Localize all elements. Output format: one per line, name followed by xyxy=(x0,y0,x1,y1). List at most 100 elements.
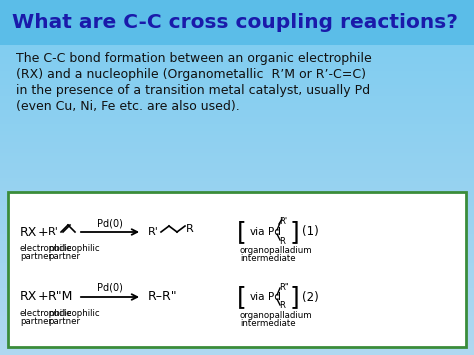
Text: R: R xyxy=(279,236,285,246)
Bar xyxy=(0,4,474,7)
Bar xyxy=(0,323,474,327)
Bar xyxy=(0,96,474,99)
Bar xyxy=(0,320,474,323)
Bar xyxy=(0,241,474,245)
Bar xyxy=(0,351,474,355)
Text: intermediate: intermediate xyxy=(240,319,296,328)
Bar xyxy=(0,71,474,75)
Bar xyxy=(0,266,474,270)
Bar xyxy=(0,92,474,96)
Bar xyxy=(0,256,474,259)
Bar xyxy=(0,110,474,114)
Bar xyxy=(0,199,474,202)
Bar xyxy=(0,245,474,248)
Bar xyxy=(0,82,474,85)
Bar xyxy=(0,309,474,312)
Bar xyxy=(0,209,474,213)
Bar xyxy=(0,117,474,121)
Bar xyxy=(0,21,474,25)
Bar xyxy=(0,60,474,64)
Text: partner: partner xyxy=(20,252,52,261)
Bar xyxy=(0,302,474,305)
Bar xyxy=(0,160,474,163)
Bar xyxy=(0,252,474,256)
Bar xyxy=(0,25,474,28)
Text: R: R xyxy=(186,224,194,234)
Bar xyxy=(0,124,474,128)
Bar xyxy=(0,114,474,117)
Bar xyxy=(0,0,474,45)
Bar xyxy=(0,178,474,181)
Text: Pd: Pd xyxy=(268,227,281,237)
Bar xyxy=(0,14,474,18)
Bar xyxy=(0,298,474,302)
Bar xyxy=(0,288,474,291)
Text: R: R xyxy=(279,301,285,311)
Text: What are C-C cross coupling reactions?: What are C-C cross coupling reactions? xyxy=(12,12,458,32)
Bar xyxy=(0,53,474,57)
Bar xyxy=(0,312,474,316)
Bar xyxy=(0,7,474,11)
Bar xyxy=(0,57,474,60)
Bar xyxy=(0,106,474,110)
Text: (even Cu, Ni, Fe etc. are also used).: (even Cu, Ni, Fe etc. are also used). xyxy=(8,100,240,113)
Bar xyxy=(0,220,474,224)
Bar xyxy=(0,131,474,135)
Text: partner: partner xyxy=(48,317,80,326)
Text: nucleophilic: nucleophilic xyxy=(48,244,100,253)
Bar xyxy=(0,185,474,188)
Bar xyxy=(0,89,474,92)
Bar xyxy=(0,146,474,149)
Bar xyxy=(0,181,474,185)
Text: electrophilic: electrophilic xyxy=(20,309,73,318)
Bar xyxy=(0,167,474,170)
Bar xyxy=(0,142,474,146)
Bar xyxy=(0,188,474,192)
Bar xyxy=(0,327,474,330)
Bar xyxy=(0,277,474,280)
Bar xyxy=(0,36,474,39)
Text: Pd(0): Pd(0) xyxy=(97,218,123,228)
Bar xyxy=(0,174,474,178)
Text: R–R": R–R" xyxy=(148,290,178,304)
Text: (RX) and a nucleophile (Organometallic  R’M or R’-C=C): (RX) and a nucleophile (Organometallic R… xyxy=(8,68,366,81)
Text: organopalladium: organopalladium xyxy=(240,246,313,255)
Bar xyxy=(0,39,474,43)
Bar xyxy=(0,64,474,67)
Bar xyxy=(0,67,474,71)
Text: R": R" xyxy=(279,283,289,291)
Text: nucleophilic: nucleophilic xyxy=(48,309,100,318)
Bar xyxy=(0,32,474,36)
Bar xyxy=(0,43,474,46)
Bar xyxy=(0,170,474,174)
Text: intermediate: intermediate xyxy=(240,254,296,263)
Bar xyxy=(8,192,466,347)
Text: partner: partner xyxy=(48,252,80,261)
Text: R"M: R"M xyxy=(48,290,73,304)
Bar xyxy=(0,248,474,252)
Bar xyxy=(0,305,474,309)
Bar xyxy=(0,192,474,195)
Text: Pd(0): Pd(0) xyxy=(97,283,123,293)
Bar xyxy=(0,217,474,220)
Bar xyxy=(0,85,474,89)
Bar xyxy=(0,135,474,138)
Text: (2): (2) xyxy=(302,290,319,304)
Bar xyxy=(0,291,474,295)
Bar xyxy=(0,213,474,217)
Bar xyxy=(0,234,474,238)
Text: (1): (1) xyxy=(302,225,319,239)
Bar xyxy=(0,202,474,206)
Bar xyxy=(0,330,474,334)
Bar xyxy=(0,334,474,337)
Bar xyxy=(0,78,474,82)
Bar xyxy=(0,295,474,298)
Bar xyxy=(0,337,474,341)
Text: +: + xyxy=(38,225,49,239)
Bar xyxy=(0,273,474,277)
Bar xyxy=(0,263,474,266)
Bar xyxy=(0,156,474,160)
Bar xyxy=(0,128,474,131)
Text: via: via xyxy=(250,227,265,237)
Bar xyxy=(0,195,474,199)
